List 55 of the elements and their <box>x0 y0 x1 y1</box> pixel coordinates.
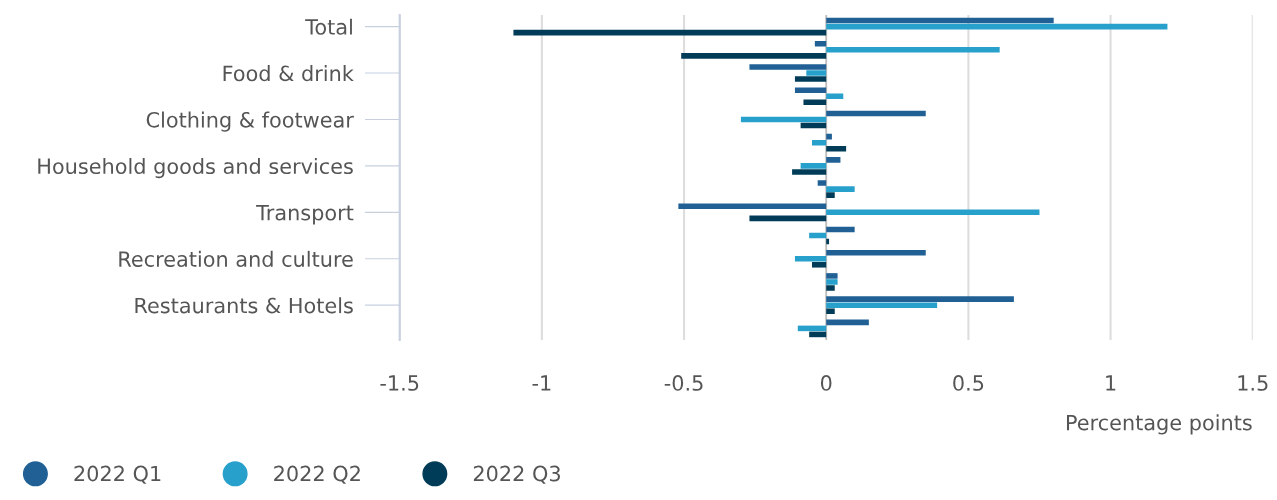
bar <box>806 70 827 76</box>
bar <box>826 296 1014 302</box>
x-tick-label: -1.5 <box>380 375 419 391</box>
bar <box>794 76 827 82</box>
bar <box>817 180 827 186</box>
bar <box>826 192 835 198</box>
bar <box>681 53 827 59</box>
bar <box>794 87 827 93</box>
x-axis-title: Percentage points <box>1067 414 1252 435</box>
bar <box>826 17 1054 24</box>
x-tick-label: -0.5 <box>664 375 703 391</box>
bar <box>826 285 835 291</box>
bar <box>513 29 827 36</box>
bar <box>826 226 855 233</box>
y-tick-label: Total <box>305 18 352 35</box>
bar <box>826 186 855 192</box>
bar <box>826 93 844 100</box>
bar <box>826 23 1168 30</box>
y-tick-label: Clothing & footwear <box>146 111 354 132</box>
legend-label: 2022 Q1 <box>74 465 161 484</box>
x-tick-label: -1 <box>532 375 551 391</box>
x-tick-label: 0 <box>820 375 832 391</box>
bar <box>826 110 926 117</box>
bar <box>803 99 827 106</box>
y-tick-label: Recreation and culture <box>119 250 353 267</box>
bar <box>826 145 847 152</box>
bar <box>814 41 827 47</box>
legend-label: 2022 Q3 <box>473 465 560 484</box>
bar <box>826 249 926 256</box>
bar <box>826 308 835 314</box>
bar <box>749 215 827 222</box>
x-tick-label: 1.5 <box>1238 375 1268 391</box>
bar <box>826 157 841 163</box>
bar <box>794 255 827 262</box>
bar <box>826 47 1000 53</box>
bar <box>826 279 838 285</box>
bar <box>812 262 827 268</box>
bar <box>792 169 827 175</box>
bar <box>749 64 827 70</box>
bar <box>826 209 1040 216</box>
bar <box>800 163 827 169</box>
bar <box>826 133 832 140</box>
y-tick-label: Household goods and services <box>38 157 353 179</box>
legend-label: 2022 Q2 <box>274 465 360 484</box>
bar <box>826 273 838 279</box>
y-tick-label: Restaurants & Hotels <box>135 297 353 314</box>
bar <box>826 302 938 308</box>
y-tick-label: Food & drink <box>223 65 354 82</box>
bar <box>678 203 827 210</box>
x-tick-label: 1 <box>1106 375 1116 391</box>
bar <box>826 319 869 326</box>
bar <box>740 116 827 123</box>
y-tick-label: Transport <box>256 205 354 225</box>
x-tick-label: 0.5 <box>953 375 984 391</box>
bar <box>826 238 830 245</box>
